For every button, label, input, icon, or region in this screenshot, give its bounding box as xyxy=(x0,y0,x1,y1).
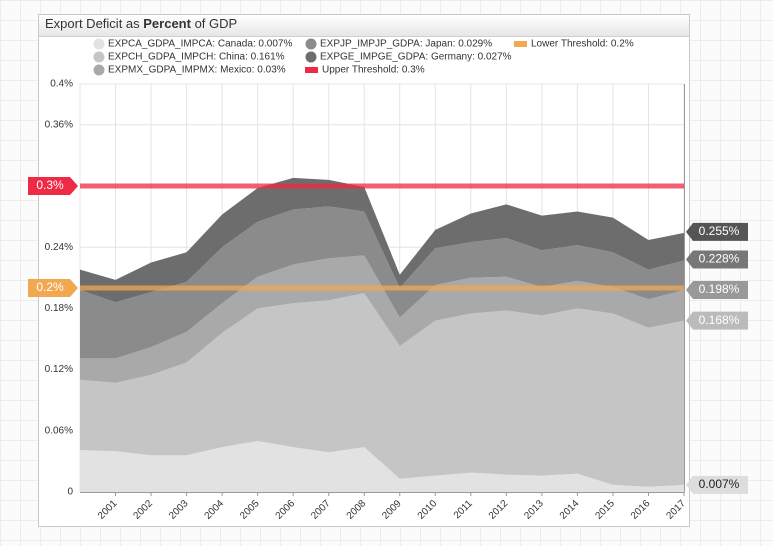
area xyxy=(80,441,684,492)
legend-label: Upper Threshold: 0.3% xyxy=(322,65,425,76)
end-label: 0.007% xyxy=(699,477,740,491)
end-label-tag xyxy=(686,281,748,300)
y-tick-label: 0.06% xyxy=(45,425,73,436)
y-tick-label: 0 xyxy=(67,487,73,498)
threshold-label: 0.3% xyxy=(36,178,64,192)
legend-label: EXPCH_GDPA_IMPCH: China: 0.161% xyxy=(108,52,285,63)
legend-label: EXPCA_GDPA_IMPCA: Canada: 0.007% xyxy=(108,39,292,50)
area xyxy=(80,177,684,303)
legend-marker xyxy=(514,41,527,47)
end-label: 0.198% xyxy=(699,282,740,296)
legend-marker xyxy=(93,51,105,63)
legend-label: EXPMX_GDPA_IMPMX: Mexico: 0.03% xyxy=(108,65,286,76)
end-label-tag xyxy=(686,475,748,494)
threshold-tag xyxy=(28,279,78,297)
legend-marker xyxy=(305,51,317,63)
title-part: Export Deficit as xyxy=(45,16,143,31)
legend-label: Lower Threshold: 0.2% xyxy=(531,39,634,50)
end-label: 0.168% xyxy=(699,313,740,327)
area xyxy=(80,293,684,487)
y-tick-label: 0.4% xyxy=(50,79,73,90)
y-tick-label: 0.18% xyxy=(45,303,73,314)
y-tick-label: 0.36% xyxy=(45,119,73,130)
end-label-tag xyxy=(686,311,748,330)
threshold-label: 0.2% xyxy=(36,280,64,294)
end-label-tag xyxy=(686,250,748,269)
area xyxy=(80,206,684,359)
end-label: 0.255% xyxy=(699,224,740,238)
legend-marker xyxy=(93,38,105,50)
legend-marker xyxy=(305,67,318,73)
legend-marker xyxy=(93,64,105,76)
y-tick-label: 0.12% xyxy=(45,364,73,375)
end-label-tag xyxy=(686,222,748,241)
title-part: Percent xyxy=(143,16,191,31)
title-part: of GDP xyxy=(191,16,237,31)
title-bar xyxy=(39,15,689,36)
chart-title: Export Deficit as Percent of GDP xyxy=(45,16,237,31)
end-label: 0.228% xyxy=(699,252,740,266)
threshold-tag xyxy=(28,177,78,195)
legend-label: EXPGE_IMPGE_GDPA: Germany: 0.027% xyxy=(320,52,512,63)
y-tick-label: 0.24% xyxy=(45,242,73,253)
legend-label: EXPJP_IMPJP_GDPA: Japan: 0.029% xyxy=(320,39,492,50)
legend-marker xyxy=(305,38,317,50)
